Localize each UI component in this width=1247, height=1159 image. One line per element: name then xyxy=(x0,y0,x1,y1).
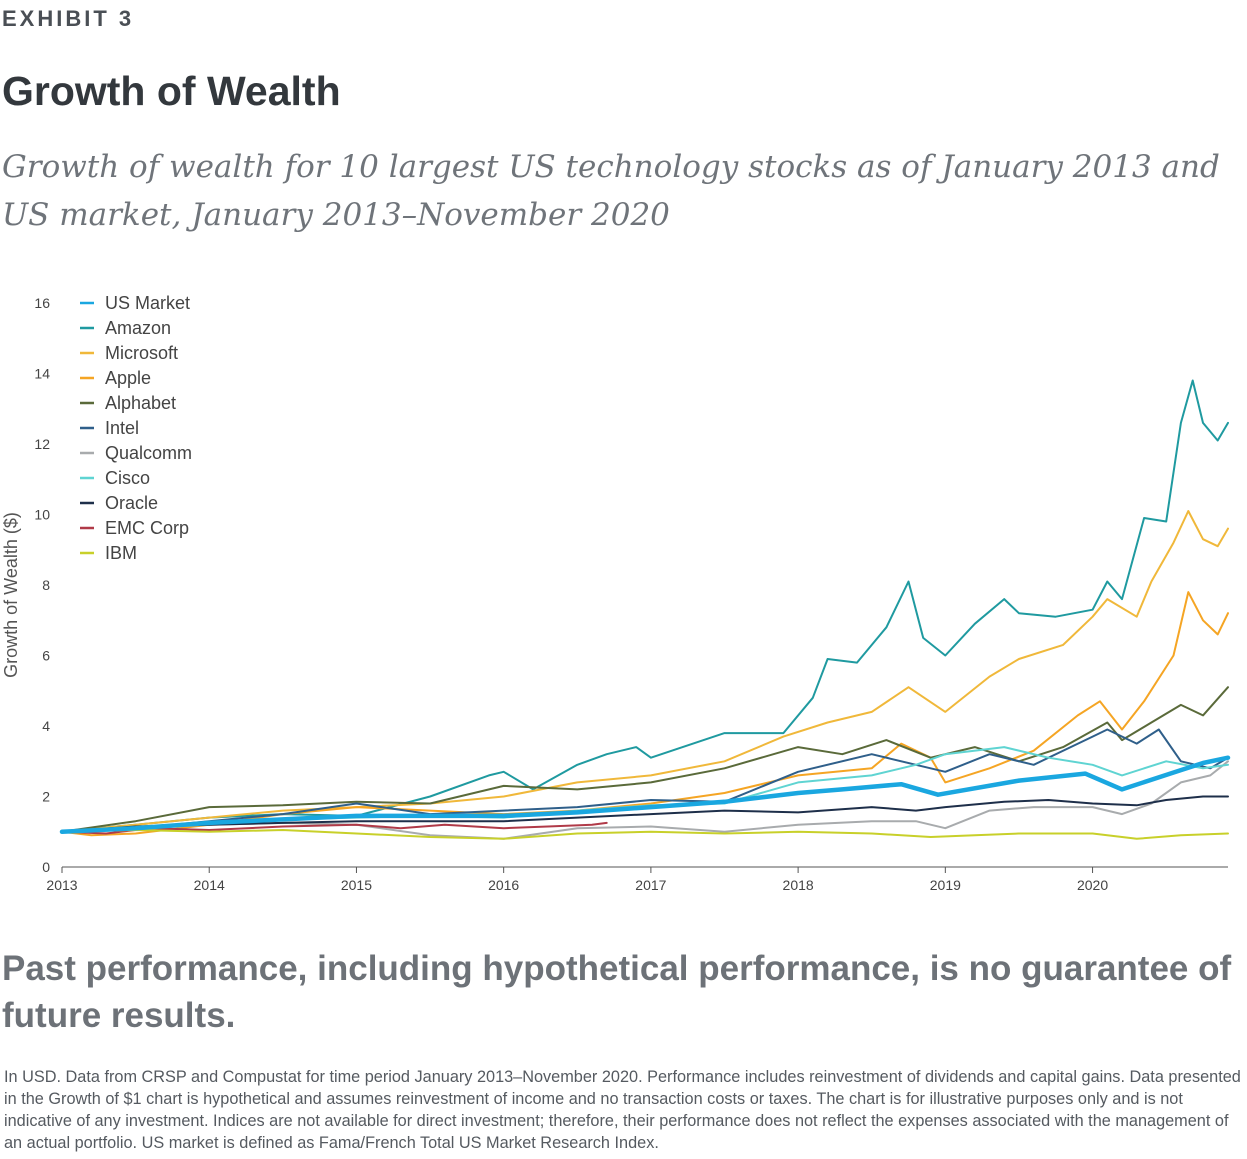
y-tick-label: 16 xyxy=(34,295,50,311)
footnote-text: In USD. Data from CRSP and Compustat for… xyxy=(4,1068,1241,1152)
chart-series xyxy=(59,379,1231,840)
chart-legend: US Market Amazon Microsoft Apple Alphabet Int… xyxy=(80,293,192,563)
page-title: Growth of Wealth xyxy=(2,68,341,114)
x-tick-label: 2015 xyxy=(341,877,372,893)
y-tick-label: 12 xyxy=(34,436,50,452)
legend-label: Qualcomm xyxy=(105,443,192,463)
legend-label: Amazon xyxy=(105,318,171,338)
chart-axes: 0 2 4 6 8 10 12 14 16 2013 2014 2015 2016 2017 2018 201… xyxy=(1,295,1228,893)
series-line-qualcomm xyxy=(61,760,1229,840)
legend-label: Apple xyxy=(105,368,151,388)
legend-label: US Market xyxy=(105,293,190,313)
y-tick-label: 8 xyxy=(42,577,50,593)
disclaimer-text: Past performance, including hypothetical… xyxy=(2,949,1232,1035)
legend-label: Alphabet xyxy=(105,393,176,413)
legend-label: IBM xyxy=(105,543,137,563)
legend-label: Microsoft xyxy=(105,343,178,363)
y-tick-label: 6 xyxy=(42,648,50,664)
exhibit-label: EXHIBIT 3 xyxy=(2,6,135,31)
x-tick-label: 2016 xyxy=(488,877,519,893)
legend-label: Intel xyxy=(105,418,139,438)
legend-label: Oracle xyxy=(105,493,158,513)
series-line-amazon xyxy=(61,379,1229,833)
y-axis-label: Growth of Wealth ($) xyxy=(1,512,21,678)
series-line-intel xyxy=(61,728,1229,833)
x-tick-label: 2020 xyxy=(1077,877,1108,893)
series-line-ibm xyxy=(61,829,1229,840)
series-line-us-market xyxy=(59,755,1231,835)
y-tick-label: 4 xyxy=(42,718,50,734)
x-tick-label: 2013 xyxy=(46,877,77,893)
y-tick-label: 14 xyxy=(34,366,50,382)
legend-label: EMC Corp xyxy=(105,518,189,538)
y-tick-label: 2 xyxy=(42,789,50,805)
series-line-alphabet xyxy=(61,686,1229,833)
page-subtitle: Growth of wealth for 10 largest US techn… xyxy=(2,149,1220,233)
x-tick-label: 2014 xyxy=(194,877,225,893)
growth-of-wealth-chart: 0 2 4 6 8 10 12 14 16 2013 2014 2015 2016 2017 2018 201… xyxy=(1,293,1231,893)
x-tick-label: 2019 xyxy=(930,877,961,893)
series-line-oracle xyxy=(61,795,1229,833)
series-line-microsoft xyxy=(61,510,1229,833)
x-tick-label: 2018 xyxy=(783,877,814,893)
x-tick-label: 2017 xyxy=(635,877,666,893)
legend-label: Cisco xyxy=(105,468,150,488)
series-line-apple xyxy=(61,591,1229,837)
y-tick-label: 10 xyxy=(34,507,50,523)
y-tick-label: 0 xyxy=(42,859,50,875)
